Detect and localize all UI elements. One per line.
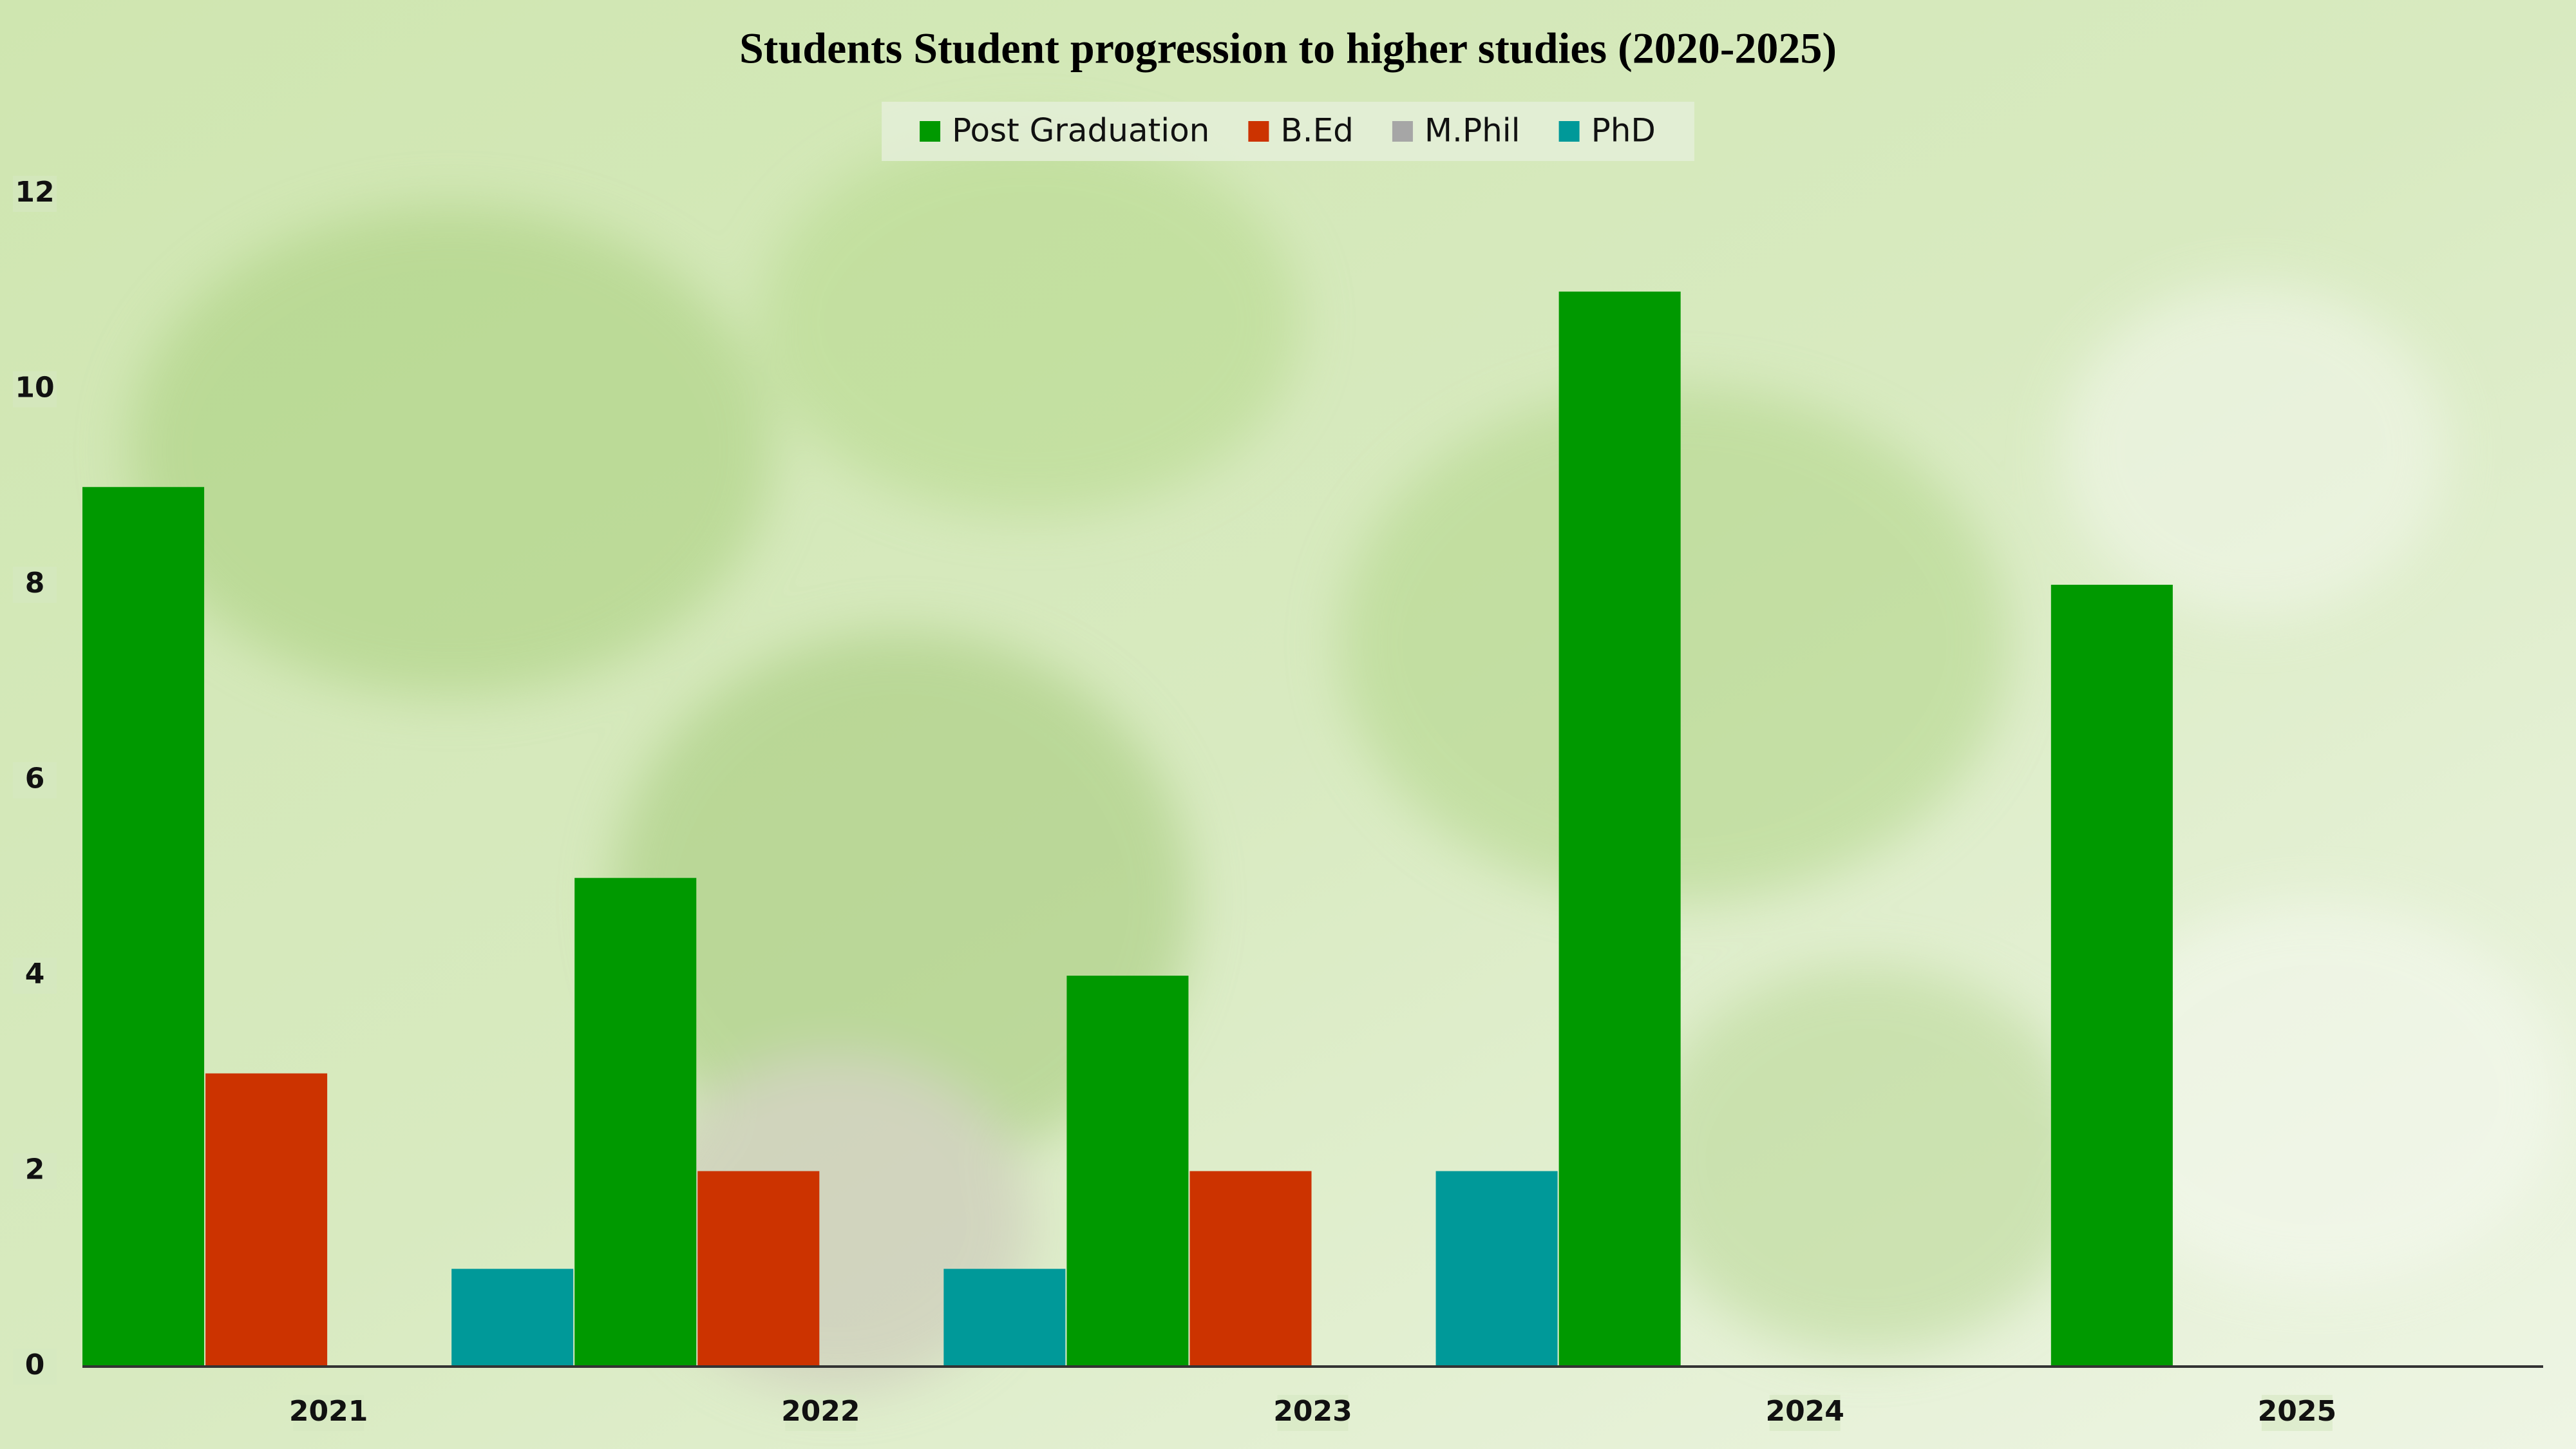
y-tick-label-bg (13, 1153, 57, 1189)
bar (451, 1269, 574, 1367)
bar (82, 487, 205, 1367)
legend-label: Post Graduation (952, 112, 1209, 149)
bar (574, 878, 697, 1367)
x-tick-label: 2025 (2258, 1395, 2336, 1428)
bar (1189, 1171, 1312, 1367)
bar (943, 1269, 1066, 1367)
bar (1066, 976, 1189, 1367)
x-tick-label-bg (785, 1395, 857, 1431)
legend-swatch (1392, 121, 1413, 142)
x-tick-label-bg (1769, 1395, 1841, 1431)
y-tick-label-bg (13, 371, 57, 408)
legend-label: PhD (1591, 112, 1656, 149)
legend-label: M.Phil (1425, 112, 1520, 149)
bar (205, 1073, 328, 1367)
legend-label: B.Ed (1280, 112, 1354, 149)
y-tick-label-bg (13, 176, 57, 212)
y-tick-label-bg (13, 1349, 57, 1385)
chart-title: Students Student progression to higher s… (739, 24, 1837, 73)
x-tick-label: 2022 (781, 1395, 860, 1428)
x-tick-label: 2021 (289, 1395, 368, 1428)
bar (697, 1171, 820, 1367)
y-tick-label-bg (13, 567, 57, 603)
x-tick-label: 2023 (1273, 1395, 1352, 1428)
y-tick-label: 4 (25, 958, 45, 990)
y-tick-label: 12 (15, 176, 54, 209)
bar (2050, 585, 2173, 1367)
x-tick-label: 2024 (1765, 1395, 1844, 1428)
y-tick-label-bg (13, 762, 57, 799)
y-tick-label: 2 (25, 1153, 45, 1186)
y-tick-label: 10 (15, 372, 54, 404)
legend-swatch (1558, 121, 1580, 142)
y-tick-label-bg (13, 958, 57, 994)
legend-swatch (1248, 121, 1269, 142)
bar (1558, 291, 1681, 1367)
y-tick-label: 6 (25, 762, 45, 795)
x-tick-label-bg (293, 1395, 365, 1431)
background-foliage (129, 129, 2563, 1391)
x-tick-label-bg (1277, 1395, 1349, 1431)
y-tick-label: 0 (25, 1349, 45, 1381)
legend-swatch (920, 121, 941, 142)
bar (1435, 1171, 1558, 1367)
y-tick-label: 8 (25, 567, 45, 600)
x-tick-label-bg (2261, 1395, 2333, 1431)
